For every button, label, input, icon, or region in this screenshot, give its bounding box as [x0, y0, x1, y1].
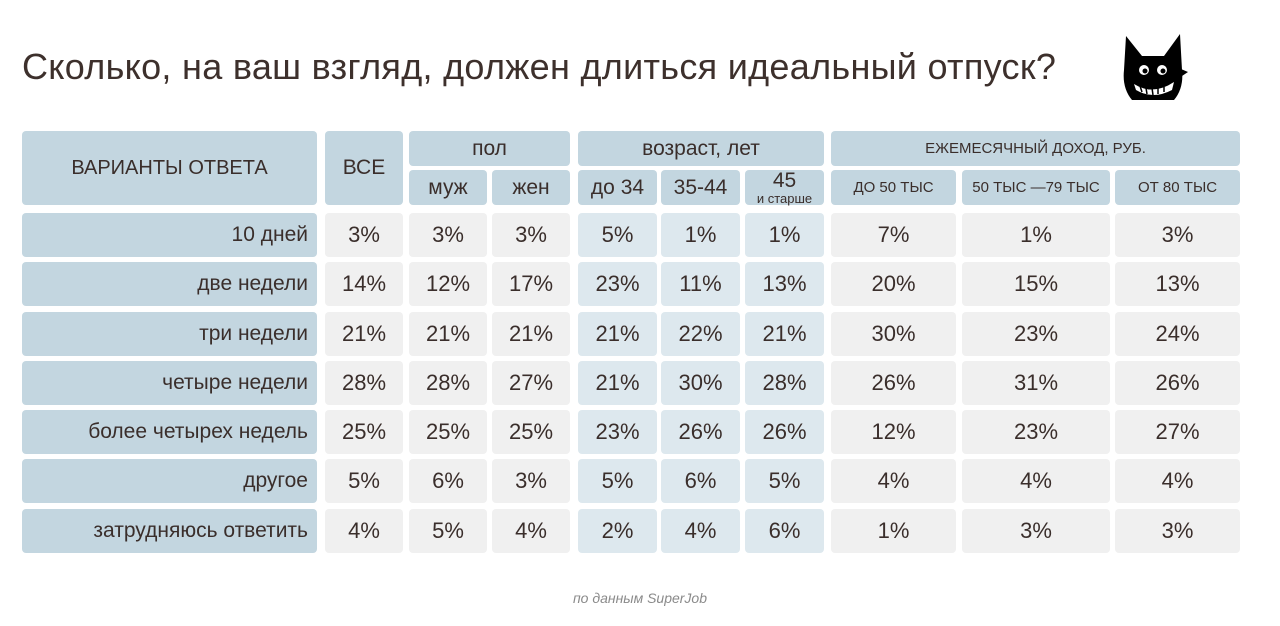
- page-title: Сколько, на ваш взгляд, должен длиться и…: [22, 46, 1057, 87]
- table-cell: 3%: [492, 459, 570, 503]
- table-cell: 30%: [661, 361, 740, 405]
- table-cell: 13%: [745, 262, 824, 306]
- table-cell: 1%: [962, 213, 1110, 257]
- table-cell: 22%: [661, 312, 740, 356]
- table-cell: 21%: [578, 312, 657, 356]
- superjob-mascot-icon: [1123, 34, 1188, 100]
- table-cell: 2%: [578, 509, 657, 553]
- table-cell: 21%: [409, 312, 487, 356]
- table-cell: 23%: [962, 312, 1110, 356]
- table-cell: 12%: [831, 410, 956, 454]
- table-cell: 28%: [409, 361, 487, 405]
- table-cell: 1%: [661, 213, 740, 257]
- table-cell: 23%: [578, 410, 657, 454]
- table-cell: 26%: [745, 410, 824, 454]
- table-cell: 21%: [492, 312, 570, 356]
- row-label: другое: [22, 459, 317, 503]
- row-label: затрудняюсь ответить: [22, 509, 317, 553]
- table-cell: 14%: [325, 262, 403, 306]
- table-cell: 25%: [325, 410, 403, 454]
- table-cell: 28%: [325, 361, 403, 405]
- table-cell: 3%: [1115, 509, 1240, 553]
- table-cell: 1%: [831, 509, 956, 553]
- table-cell: 6%: [745, 509, 824, 553]
- table-cell: 21%: [325, 312, 403, 356]
- table-cell: 24%: [1115, 312, 1240, 356]
- col-header-all: ВСЕ: [325, 131, 403, 205]
- table-cell: 3%: [325, 213, 403, 257]
- col-header-age-under34: до 34: [578, 170, 657, 205]
- table-cell: 3%: [962, 509, 1110, 553]
- table-cell: 13%: [1115, 262, 1240, 306]
- col-header-age-35-44: 35-44: [661, 170, 740, 205]
- row-label: четыре недели: [22, 361, 317, 405]
- table-cell: 25%: [409, 410, 487, 454]
- table-cell: 28%: [745, 361, 824, 405]
- table-cell: 3%: [492, 213, 570, 257]
- table-cell: 4%: [661, 509, 740, 553]
- col-header-male: муж: [409, 170, 487, 205]
- table-cell: 4%: [325, 509, 403, 553]
- table-cell: 4%: [492, 509, 570, 553]
- table-cell: 17%: [492, 262, 570, 306]
- table-cell: 26%: [831, 361, 956, 405]
- table-cell: 5%: [325, 459, 403, 503]
- group-header-age: возраст, лет: [578, 131, 824, 166]
- table-cell: 7%: [831, 213, 956, 257]
- col-header-income-under50: ДО 50 ТЫС: [831, 170, 956, 205]
- table-cell: 4%: [962, 459, 1110, 503]
- table-cell: 21%: [745, 312, 824, 356]
- table-cell: 12%: [409, 262, 487, 306]
- col-header-income-80plus: ОТ 80 ТЫС: [1115, 170, 1240, 205]
- table-cell: 6%: [409, 459, 487, 503]
- table-cell: 26%: [661, 410, 740, 454]
- col-header-45-suffix: и старше: [756, 191, 813, 206]
- row-header: ВАРИАНТЫ ОТВЕТА: [22, 131, 317, 205]
- row-label: три недели: [22, 312, 317, 356]
- table-cell: 4%: [1115, 459, 1240, 503]
- source-note: по данным SuperJob: [572, 590, 708, 606]
- row-label: более четырех недель: [22, 410, 317, 454]
- row-label: две недели: [22, 262, 317, 306]
- table-cell: 31%: [962, 361, 1110, 405]
- group-header-gender: пол: [409, 131, 570, 166]
- table-cell: 23%: [962, 410, 1110, 454]
- table-cell: 20%: [831, 262, 956, 306]
- group-header-income: ЕЖЕМЕСЯЧНЫЙ ДОХОД, РУБ.: [831, 131, 1240, 166]
- table-cell: 6%: [661, 459, 740, 503]
- col-header-age-45plus: 45 и старше: [745, 170, 824, 205]
- table-cell: 3%: [409, 213, 487, 257]
- row-label: 10 дней: [22, 213, 317, 257]
- table-cell: 15%: [962, 262, 1110, 306]
- table-cell: 23%: [578, 262, 657, 306]
- table-cell: 5%: [745, 459, 824, 503]
- table-cell: 26%: [1115, 361, 1240, 405]
- col-header-45-number: 45: [772, 169, 797, 192]
- table-cell: 30%: [831, 312, 956, 356]
- table-cell: 25%: [492, 410, 570, 454]
- col-header-income-50-79: 50 ТЫС —79 ТЫС: [962, 170, 1110, 205]
- col-header-female: жен: [492, 170, 570, 205]
- table-cell: 5%: [409, 509, 487, 553]
- table-cell: 1%: [745, 213, 824, 257]
- table-cell: 3%: [1115, 213, 1240, 257]
- table-cell: 27%: [492, 361, 570, 405]
- table-cell: 5%: [578, 213, 657, 257]
- table-cell: 27%: [1115, 410, 1240, 454]
- table-cell: 5%: [578, 459, 657, 503]
- table-cell: 21%: [578, 361, 657, 405]
- table-cell: 11%: [661, 262, 740, 306]
- table-cell: 4%: [831, 459, 956, 503]
